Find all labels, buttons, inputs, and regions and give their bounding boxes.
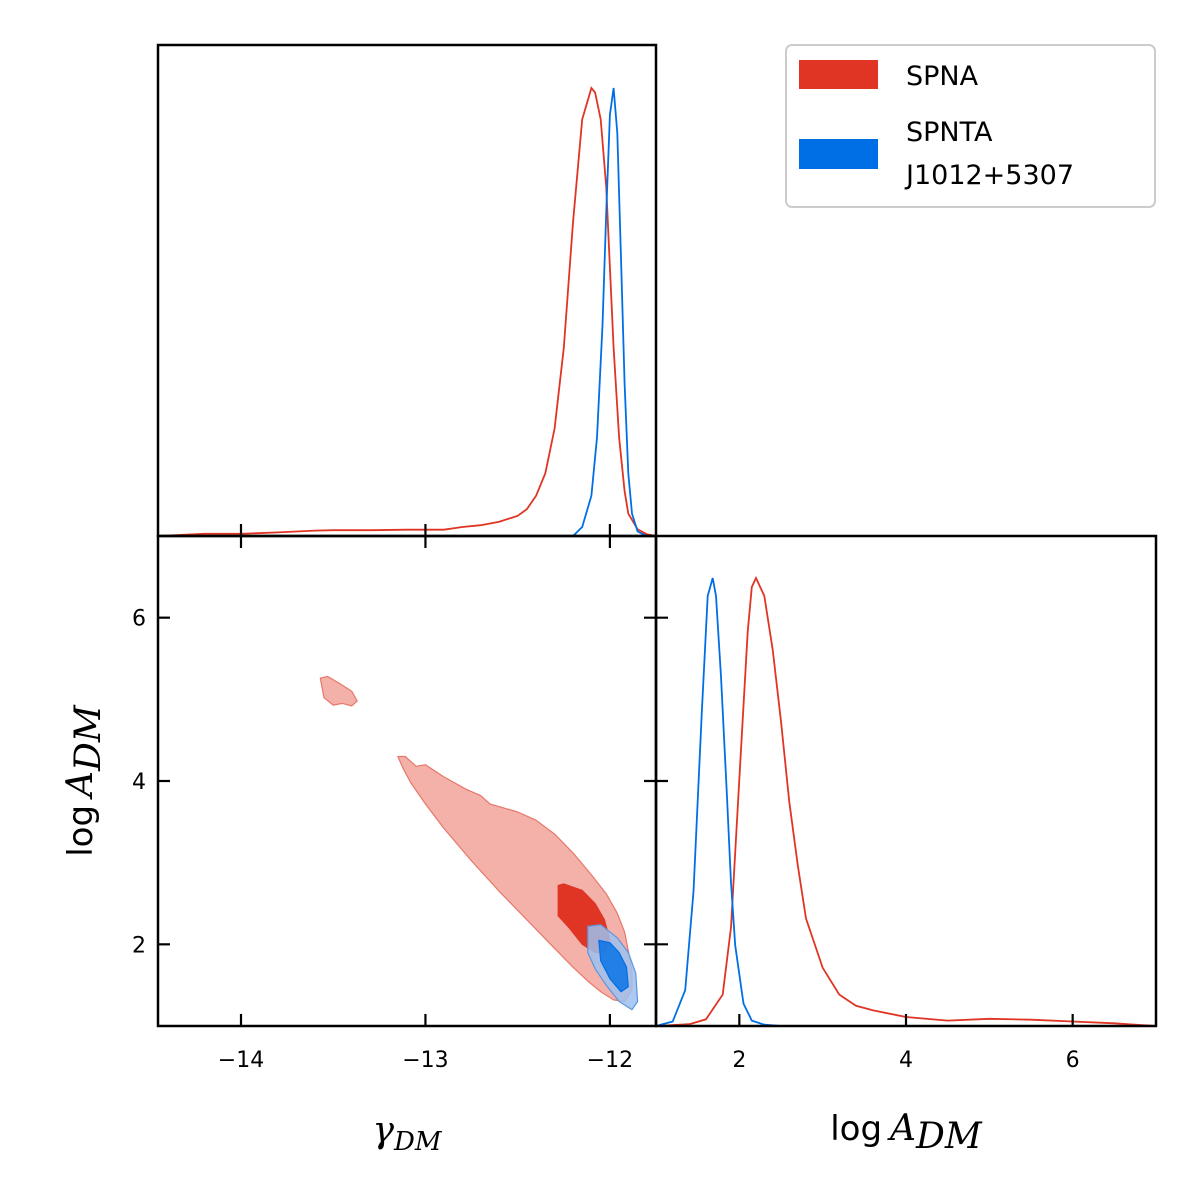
x-axis-title-loga: log ADM (830, 1108, 983, 1157)
loga-marginal-panel: 2 4 6 (654, 534, 1158, 1073)
loga-subscript: DM (915, 1116, 983, 1157)
y-axis-title-loga: log ADM (60, 704, 109, 857)
legend-swatch-spna (799, 60, 878, 89)
legend: SPNA SPNTA J1012+5307 (785, 44, 1156, 208)
gamma-spna-curve (157, 86, 657, 537)
spna-95-contour-1 (319, 675, 358, 707)
loga-spnta-curve (655, 577, 823, 1027)
contour-panel: −14 −13 −12 2 4 6 (132, 534, 668, 1073)
gamma-x-tick-label: −12 (587, 1048, 633, 1073)
loga-y-tick-label: 2 (132, 933, 146, 958)
gamma-subscript: DM (393, 1127, 443, 1157)
gamma-spnta-curve (554, 87, 648, 537)
spnta-68-contour (598, 939, 629, 993)
loga-symbol: A (60, 771, 101, 800)
loga-x-tick-label: 2 (732, 1048, 746, 1073)
loga-y-tick-label: 4 (132, 770, 146, 795)
loga-x-tick-label: 6 (1066, 1048, 1080, 1073)
gamma-x-tick-label: −14 (218, 1048, 264, 1073)
legend-label-spnta-line2: J1012+5307 (904, 160, 1074, 191)
legend-swatch-spnta (799, 139, 878, 169)
x-axis-title-gamma: γDM (373, 1110, 443, 1157)
legend-label-spna: SPNA (906, 61, 979, 92)
spna-95-contour-2 (397, 755, 633, 1003)
loga-y-tick-label: 6 (132, 607, 146, 632)
log-word: log (61, 805, 101, 857)
gamma-x-tick-label: −13 (402, 1048, 448, 1073)
legend-label-spnta-line1: SPNTA (906, 117, 993, 148)
log-word: log (830, 1109, 882, 1149)
loga-x-tick-label: 4 (899, 1048, 913, 1073)
loga-symbol: A (887, 1108, 916, 1149)
gamma-symbol: γ (373, 1110, 395, 1151)
loga-subscript: DM (68, 704, 109, 772)
